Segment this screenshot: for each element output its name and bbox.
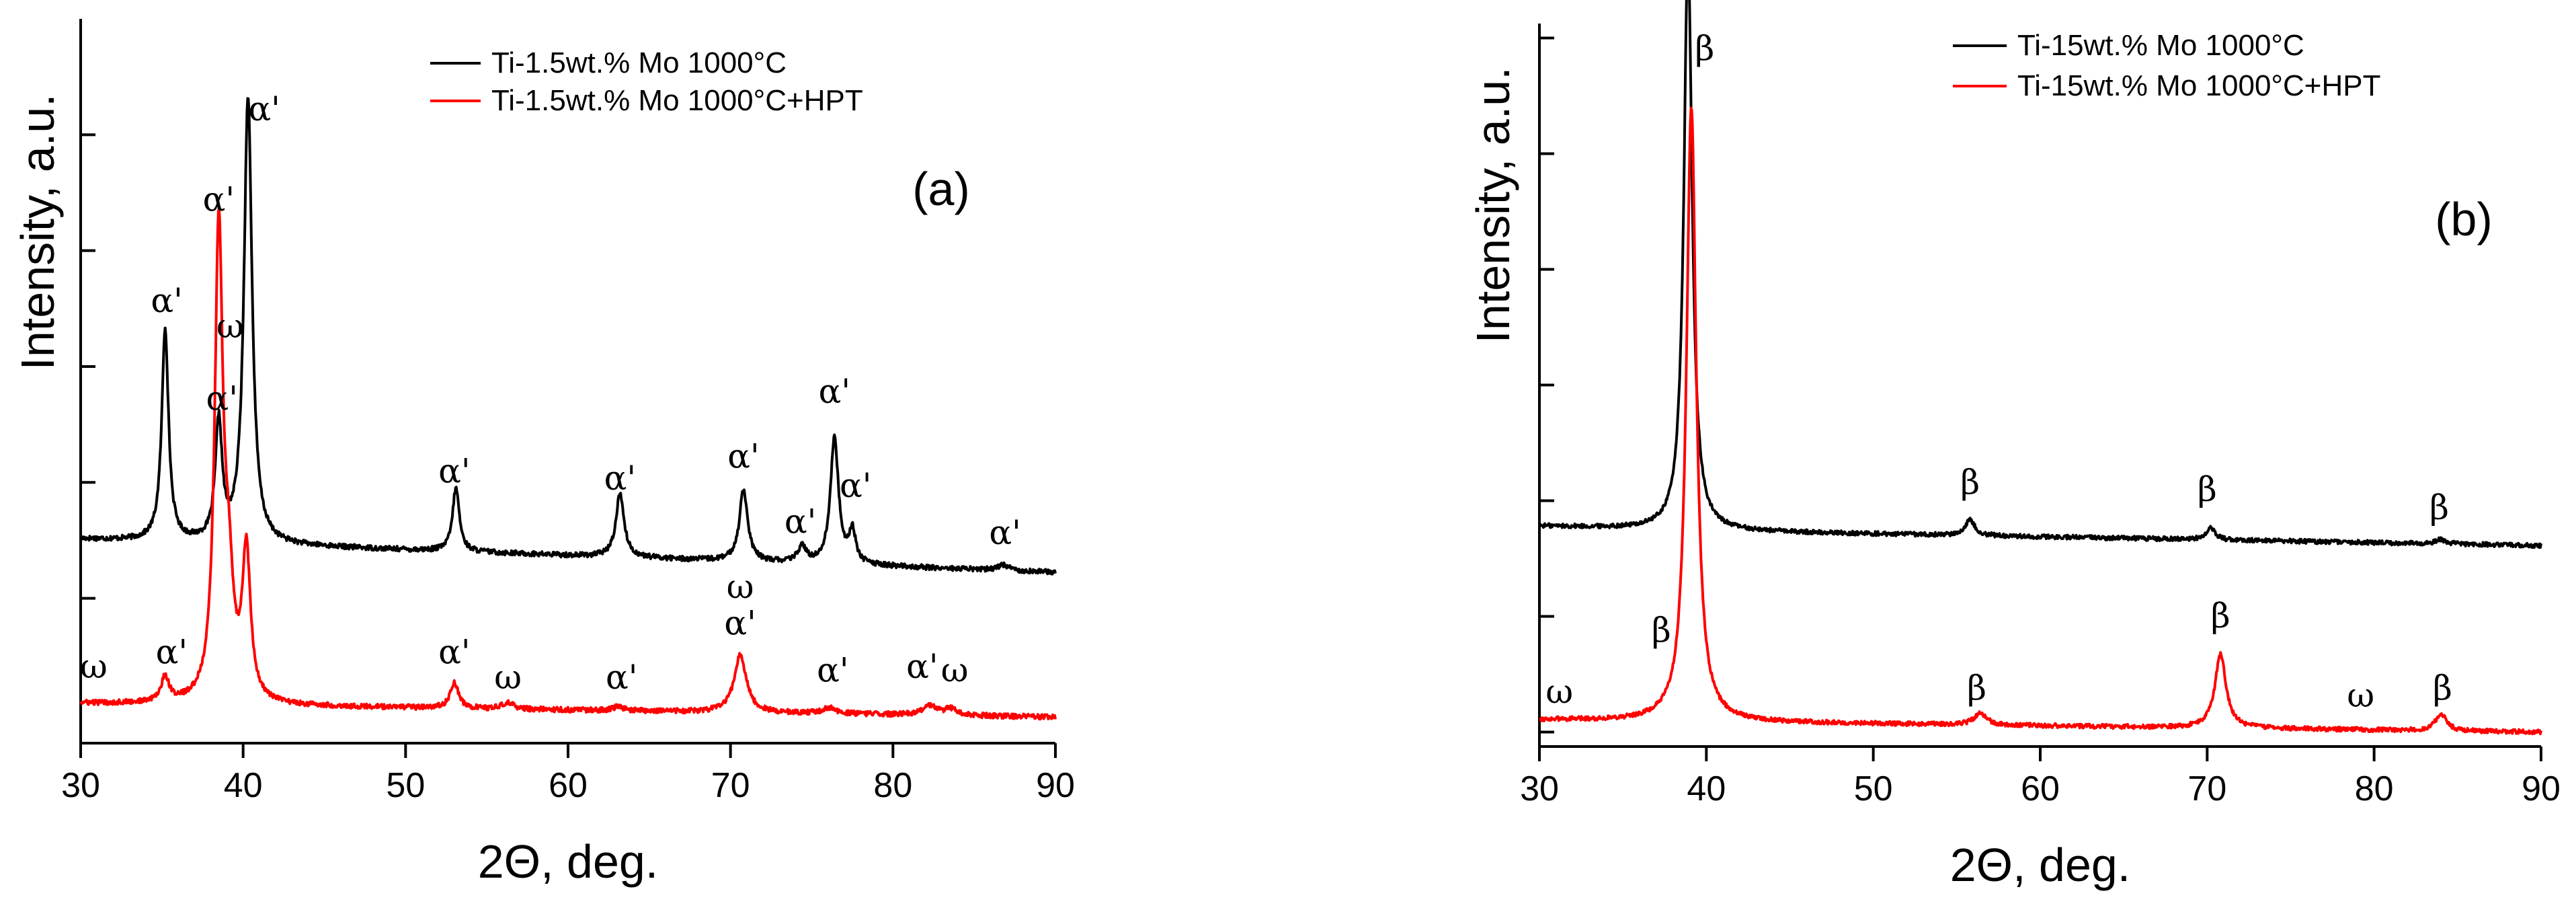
x-tick-label: 60 — [2021, 769, 2060, 808]
x-tick-label: 90 — [2522, 769, 2561, 808]
legend-label: Ti-1.5wt.% Mo 1000°C+HPT — [491, 84, 863, 117]
x-axis-title: 2Θ, deg. — [478, 835, 659, 888]
peak-annotation: β — [2433, 669, 2452, 708]
peak-annotation: α' — [206, 379, 238, 418]
x-tick-label: 30 — [1520, 769, 1559, 808]
peak-annotation: α' — [784, 502, 817, 541]
peak-annotation: β — [1695, 29, 1714, 68]
peak-annotation: ω — [494, 658, 522, 697]
x-tick-label: 50 — [1854, 769, 1893, 808]
series-trace-as-cast — [1538, 0, 2542, 549]
peak-annotation: α' — [727, 437, 760, 476]
peak-annotation: ω — [80, 647, 108, 686]
panel-a: 30 40 50 60 70 80 90 2Θ, deg. Intensity, a.u. (a)… — [11, 19, 1075, 888]
x-axis-title: 2Θ, deg. — [1950, 839, 2131, 891]
peak-annotation: ω — [941, 650, 969, 689]
peak-annotation: ω — [727, 568, 754, 607]
x-tick-label: 80 — [873, 766, 912, 805]
peak-annotation: β — [2211, 597, 2230, 636]
x-tick-label: 60 — [549, 766, 588, 805]
peak-annotation: α' — [817, 650, 849, 689]
series-trace-as-cast — [79, 97, 1057, 576]
x-tick-label: 50 — [386, 766, 425, 805]
legend-label: Ti-15wt.% Mo 1000°C+HPT — [2017, 69, 2380, 102]
peak-annotation: α' — [606, 658, 638, 697]
peak-annotation: α' — [151, 281, 183, 320]
peak-annotation: β — [1960, 463, 1980, 502]
peak-annotation: α' — [906, 647, 938, 686]
x-tick-label: 90 — [1036, 766, 1075, 805]
series-trace-hpt — [79, 206, 1057, 721]
peak-annotation: α' — [156, 633, 188, 672]
x-tick-label: 70 — [711, 766, 750, 805]
series-trace-hpt — [1539, 106, 2542, 736]
legend-label: Ti-1.5wt.% Mo 1000°C — [491, 46, 787, 79]
x-tick-label: 70 — [2187, 769, 2226, 808]
y-axis-title: Intensity, a.u. — [1467, 67, 1519, 343]
peak-annotation: α' — [989, 513, 1021, 552]
panel-b: 30 40 50 60 70 80 90 2Θ, deg. Intensity, a.u. (b)… — [1467, 0, 2561, 891]
peak-annotation: α' — [203, 180, 235, 219]
peak-annotation: ω — [2347, 676, 2374, 715]
peak-annotation: α' — [248, 89, 280, 128]
panel-label: (a) — [912, 163, 970, 215]
legend-label: Ti-15wt.% Mo 1000°C — [2017, 29, 2304, 62]
x-tick-label: 40 — [1687, 769, 1726, 808]
x-tick-label: 30 — [61, 766, 100, 805]
peak-annotation: ω — [1545, 673, 1573, 712]
x-tick-label: 80 — [2355, 769, 2394, 808]
peak-annotation: β — [1652, 611, 1671, 650]
peak-annotation: α' — [604, 459, 637, 498]
peak-annotation: α' — [438, 451, 471, 490]
peak-annotation: α' — [724, 603, 756, 642]
peak-annotation: α' — [438, 633, 471, 672]
x-tick-label: 40 — [224, 766, 263, 805]
y-axis-title: Intensity, a.u. — [11, 93, 64, 370]
peak-annotation: α' — [840, 466, 872, 505]
peak-annotation: β — [2198, 470, 2217, 509]
peak-annotation: α' — [819, 372, 851, 411]
panel-label: (b) — [2435, 193, 2493, 245]
peak-annotation: ω — [216, 307, 244, 346]
peak-annotation: β — [1967, 669, 1986, 708]
peak-annotation: β — [2429, 488, 2449, 527]
